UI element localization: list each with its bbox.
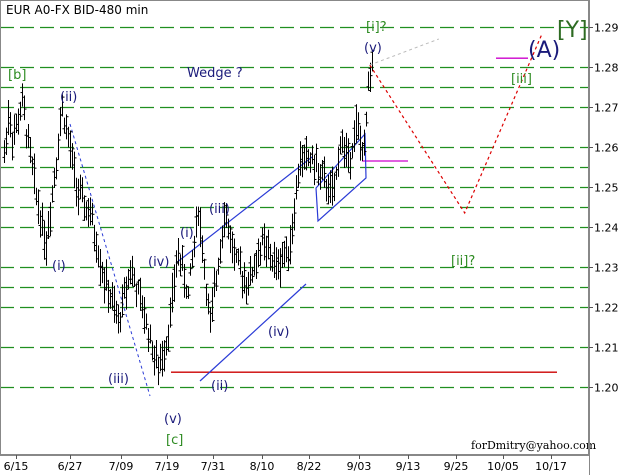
dashed-channel-line bbox=[69, 123, 151, 397]
x-tick-label: 10/05 bbox=[487, 460, 519, 473]
x-tick-label: 7/19 bbox=[155, 460, 180, 473]
wave-label: Wedge ? bbox=[187, 66, 243, 81]
wave-label: (i) bbox=[52, 259, 66, 274]
x-tick-label: 8/10 bbox=[250, 460, 275, 473]
x-tick-label: 10/17 bbox=[535, 460, 567, 473]
y-tick-label: 1.20 bbox=[594, 382, 619, 395]
alternate-projection-path bbox=[369, 38, 439, 66]
y-tick-label: 1.22 bbox=[594, 302, 619, 315]
price-bars bbox=[2, 49, 375, 386]
x-tick-label: 7/09 bbox=[109, 460, 134, 473]
wave-label: (iv) bbox=[268, 325, 289, 340]
wave-label: [i]? bbox=[366, 20, 387, 35]
wave-label: (i) bbox=[180, 226, 194, 241]
y-tick-label: 1.25 bbox=[594, 182, 619, 195]
y-tick-label: 1.21 bbox=[594, 342, 619, 355]
wave-label: (v) bbox=[364, 41, 382, 56]
wave-label: [c] bbox=[166, 433, 183, 448]
wave-label: [Y] bbox=[557, 18, 588, 43]
x-tick-label: 9/25 bbox=[444, 460, 469, 473]
plot-frame bbox=[0, 0, 589, 455]
wave-label: (iii) bbox=[108, 372, 129, 387]
watermark: forDmitry@yahoo.com bbox=[471, 439, 597, 452]
wave-label: [iii] bbox=[511, 72, 532, 87]
projection-path bbox=[369, 32, 543, 215]
wave-label: [b] bbox=[8, 68, 26, 83]
wave-label: (ii) bbox=[211, 379, 228, 394]
x-tick-label: 7/31 bbox=[201, 460, 226, 473]
wave-label: (A) bbox=[528, 38, 560, 63]
text-layer: [b] (ii) (i) (iii) (iv) (v) [c] (i) (ii) (iii) (iv… bbox=[8, 18, 597, 452]
y-tick-label: 1.24 bbox=[594, 222, 619, 235]
wave-label: (iii) bbox=[209, 202, 230, 217]
wave-label: (iv) bbox=[148, 255, 169, 270]
y-tick-label: 1.23 bbox=[594, 262, 619, 275]
y-tick-label: 1.26 bbox=[594, 142, 619, 155]
wedge-lower-line bbox=[199, 283, 307, 382]
x-tick-label: 8/22 bbox=[297, 460, 322, 473]
y-tick-label: 1.27 bbox=[594, 102, 619, 115]
wave-label: (v) bbox=[164, 412, 182, 427]
x-tick-label: 9/13 bbox=[396, 460, 421, 473]
grid-layer bbox=[0, 26, 589, 389]
wave-label: [ii]? bbox=[451, 254, 475, 269]
y-tick-label: 1.29 bbox=[594, 22, 619, 35]
x-tick-label: 6/15 bbox=[4, 460, 29, 473]
x-tick-label: 9/03 bbox=[347, 460, 372, 473]
chart-title: EUR A0-FX BID-480 min bbox=[6, 3, 148, 17]
wedge-upper-line bbox=[175, 156, 313, 264]
x-tick-label: 6/27 bbox=[58, 460, 83, 473]
wave-label: (ii) bbox=[60, 90, 77, 105]
y-tick-label: 1.28 bbox=[594, 62, 619, 75]
projection-layer bbox=[369, 32, 543, 215]
